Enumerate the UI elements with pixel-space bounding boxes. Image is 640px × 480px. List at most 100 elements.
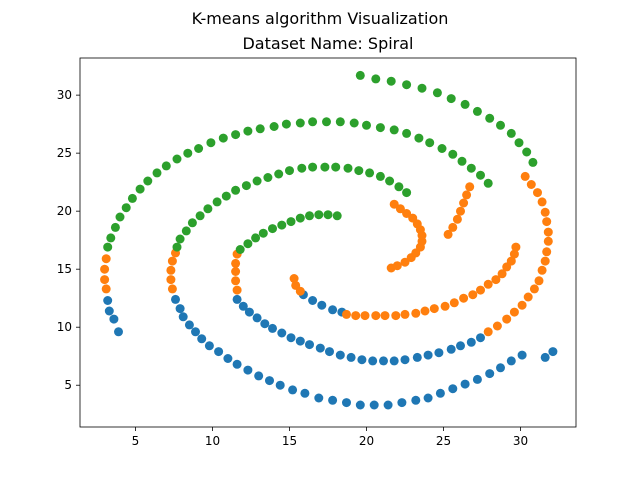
data-point-cluster-2 xyxy=(100,275,110,285)
data-point-cluster-1 xyxy=(305,340,314,350)
data-point-cluster-1 xyxy=(496,363,505,373)
data-point-cluster-2 xyxy=(389,199,399,209)
data-point-cluster-2 xyxy=(371,311,381,321)
data-point-cluster-3 xyxy=(528,157,538,167)
data-point-cluster-2 xyxy=(101,284,111,294)
data-point-cluster-3 xyxy=(243,126,253,136)
data-point-cluster-1 xyxy=(466,337,476,347)
data-point-cluster-3 xyxy=(305,211,314,221)
data-point-cluster-2 xyxy=(537,265,547,275)
data-point-cluster-1 xyxy=(548,347,558,357)
data-point-cluster-3 xyxy=(295,213,305,223)
data-point-cluster-3 xyxy=(269,122,279,131)
data-point-cluster-2 xyxy=(402,209,412,218)
data-point-cluster-3 xyxy=(371,74,381,84)
data-point-cluster-3 xyxy=(172,242,182,252)
data-point-cluster-1 xyxy=(171,294,180,304)
data-point-cluster-3 xyxy=(212,197,222,207)
y-tick-label: 10 xyxy=(57,320,72,334)
data-point-cluster-3 xyxy=(485,113,495,123)
data-point-cluster-3 xyxy=(286,217,296,227)
data-point-cluster-3 xyxy=(394,182,404,192)
data-point-cluster-1 xyxy=(204,341,214,351)
data-point-cluster-3 xyxy=(402,188,412,198)
data-point-cluster-2 xyxy=(517,300,527,310)
data-point-cluster-2 xyxy=(408,213,418,223)
data-point-cluster-2 xyxy=(509,249,519,259)
data-point-cluster-3 xyxy=(231,185,241,195)
data-point-cluster-3 xyxy=(121,203,131,213)
data-point-cluster-1 xyxy=(383,400,393,410)
x-tick-label: 5 xyxy=(132,434,140,448)
data-point-cluster-1 xyxy=(448,384,458,394)
data-point-cluster-3 xyxy=(172,154,182,164)
data-point-cluster-3 xyxy=(258,228,268,238)
data-point-cluster-1 xyxy=(277,328,287,338)
data-point-cluster-3 xyxy=(143,176,153,186)
data-point-cluster-2 xyxy=(232,285,242,295)
data-point-cluster-1 xyxy=(435,388,445,398)
data-point-cluster-2 xyxy=(542,217,552,227)
data-point-cluster-3 xyxy=(335,117,345,127)
data-point-cluster-2 xyxy=(456,206,465,216)
data-point-cluster-1 xyxy=(328,305,338,315)
data-point-cluster-1 xyxy=(260,319,270,329)
data-point-cluster-1 xyxy=(308,296,318,305)
data-point-cluster-1 xyxy=(434,348,444,358)
data-point-cluster-2 xyxy=(231,276,241,286)
data-point-cluster-1 xyxy=(244,307,254,317)
data-point-cluster-3 xyxy=(483,178,493,188)
x-tick-label: 15 xyxy=(282,434,297,448)
data-point-cluster-2 xyxy=(523,292,533,302)
data-point-cluster-3 xyxy=(460,99,470,109)
data-point-cluster-2 xyxy=(509,307,519,317)
data-point-cluster-3 xyxy=(417,83,427,93)
data-point-cluster-3 xyxy=(466,163,476,173)
data-point-cluster-3 xyxy=(135,184,145,194)
data-point-cluster-1 xyxy=(252,313,262,323)
data-point-cluster-3 xyxy=(175,234,185,244)
data-point-cluster-3 xyxy=(322,117,331,127)
data-point-cluster-2 xyxy=(400,309,410,319)
data-point-cluster-3 xyxy=(106,233,116,243)
data-point-cluster-1 xyxy=(476,333,485,343)
data-point-cluster-3 xyxy=(332,211,342,221)
data-point-cluster-2 xyxy=(506,256,516,266)
data-point-cluster-2 xyxy=(534,276,544,286)
data-point-cluster-1 xyxy=(325,347,334,357)
data-point-cluster-2 xyxy=(295,286,305,296)
data-point-cluster-3 xyxy=(432,88,442,98)
data-point-cluster-2 xyxy=(497,269,507,279)
data-point-cluster-2 xyxy=(411,308,421,318)
y-tick-label: 5 xyxy=(64,378,72,392)
data-point-cluster-2 xyxy=(100,264,110,274)
data-point-cluster-3 xyxy=(355,70,365,80)
data-point-cluster-2 xyxy=(360,311,370,321)
data-point-cluster-2 xyxy=(540,256,550,266)
data-point-cluster-3 xyxy=(446,94,456,104)
data-point-cluster-1 xyxy=(184,320,194,330)
data-point-cluster-2 xyxy=(395,204,405,214)
data-point-cluster-2 xyxy=(429,304,439,314)
data-point-cluster-1 xyxy=(472,374,482,384)
data-point-cluster-2 xyxy=(491,275,501,285)
data-point-cluster-2 xyxy=(380,311,390,321)
data-point-cluster-1 xyxy=(197,334,207,344)
data-point-cluster-1 xyxy=(400,355,410,365)
data-point-cluster-3 xyxy=(402,80,412,90)
data-point-cluster-2 xyxy=(351,311,361,321)
data-point-cluster-2 xyxy=(502,314,512,324)
data-point-cluster-2 xyxy=(448,222,458,232)
data-point-cluster-3 xyxy=(385,176,395,186)
chart-title: Dataset Name: Spiral xyxy=(242,34,413,53)
data-point-cluster-3 xyxy=(194,144,204,153)
data-point-cluster-2 xyxy=(537,197,547,207)
data-point-cluster-3 xyxy=(181,226,191,236)
data-point-cluster-3 xyxy=(522,147,532,157)
data-point-cluster-1 xyxy=(446,344,456,354)
data-point-cluster-3 xyxy=(251,233,261,243)
data-point-cluster-1 xyxy=(268,323,277,333)
data-point-cluster-3 xyxy=(295,118,305,128)
data-point-cluster-1 xyxy=(265,376,274,386)
